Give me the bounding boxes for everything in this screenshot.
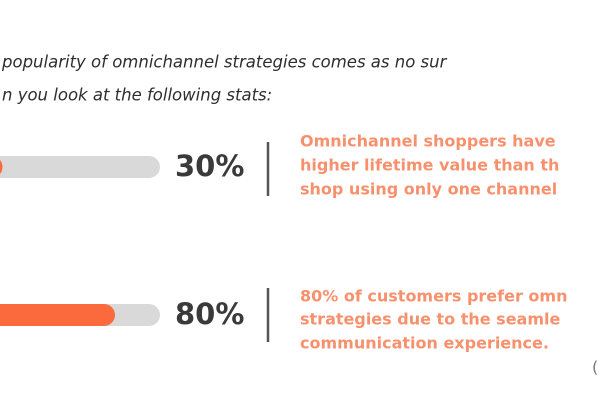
description-line: Omnichannel shoppers have [300,132,556,151]
bar [0,304,115,326]
description-line: higher lifetime value than th [300,156,559,175]
value-label: 80% [175,297,244,331]
description-line: strategies due to the seamle [300,310,561,329]
intro-line: popularity of omnichannel strategies com… [1,53,448,72]
bar [0,160,3,174]
intro-line: n you look at the following stats: [2,86,272,105]
source-note: ( [592,358,598,377]
value-label: 30% [175,149,244,183]
description-line: shop using only one channel [300,180,557,199]
bar-track [0,156,160,178]
description-line: 80% of customers prefer omn [300,287,567,306]
description-line: communication experience. [300,334,549,353]
